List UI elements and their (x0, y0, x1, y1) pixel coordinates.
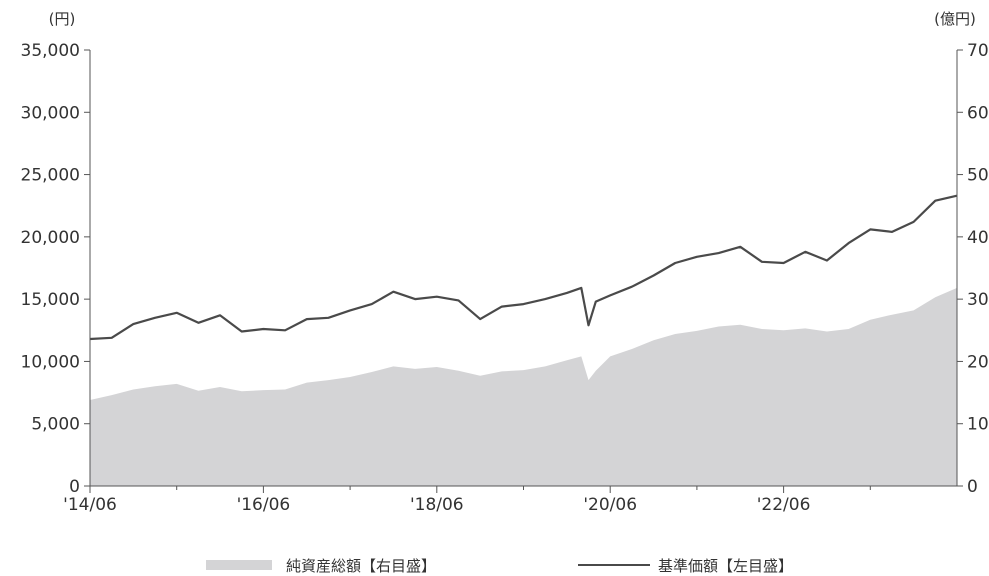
x-tick-label: '14/06 (63, 495, 117, 515)
right-axis-unit: (億円) (934, 10, 976, 28)
left-tick-label: 30,000 (21, 103, 80, 123)
right-tick-label: 30 (967, 290, 989, 310)
axes (84, 49, 963, 493)
right-tick-label: 0 (967, 477, 978, 497)
right-tick-label: 70 (967, 41, 989, 61)
legend-net-assets: 純資産総額【右目盛】 (206, 555, 436, 575)
right-tick-label: 10 (967, 415, 989, 435)
nav-line-layer (89, 194, 958, 341)
x-tick-label: '20/06 (583, 495, 637, 515)
tick-labels: 0 0 5,000 10 10,000 20 15,000 30 20,000 40 25,000 5… (21, 41, 989, 515)
nav-line (89, 194, 958, 341)
x-tick-label: '18/06 (410, 495, 464, 515)
left-tick-label: 10,000 (21, 352, 80, 372)
right-tick-label: 60 (967, 103, 989, 123)
left-tick-label: 25,000 (21, 166, 80, 186)
legend-line-swatch (578, 564, 650, 566)
legend-net-assets-label: 純資産総額【右目盛】 (286, 556, 437, 575)
right-tick-label: 20 (967, 352, 989, 372)
net-assets-area-layer (90, 287, 957, 486)
left-tick-label: 15,000 (21, 290, 80, 310)
legend-area-swatch (206, 560, 272, 570)
net-assets-area (90, 287, 957, 486)
left-tick-label: 35,000 (21, 41, 80, 61)
left-tick-label: 20,000 (21, 228, 80, 248)
right-tick-label: 50 (967, 166, 989, 186)
left-axis-unit: (円) (49, 10, 76, 28)
legend-nav: 基準価額【左目盛】 (578, 555, 793, 575)
x-tick-label: '22/06 (757, 495, 811, 515)
left-tick-label: 0 (69, 477, 80, 497)
left-tick-label: 5,000 (31, 415, 80, 435)
right-tick-label: 40 (967, 228, 989, 248)
x-tick-label: '16/06 (237, 495, 291, 515)
legend-nav-label: 基準価額【左目盛】 (658, 556, 794, 575)
